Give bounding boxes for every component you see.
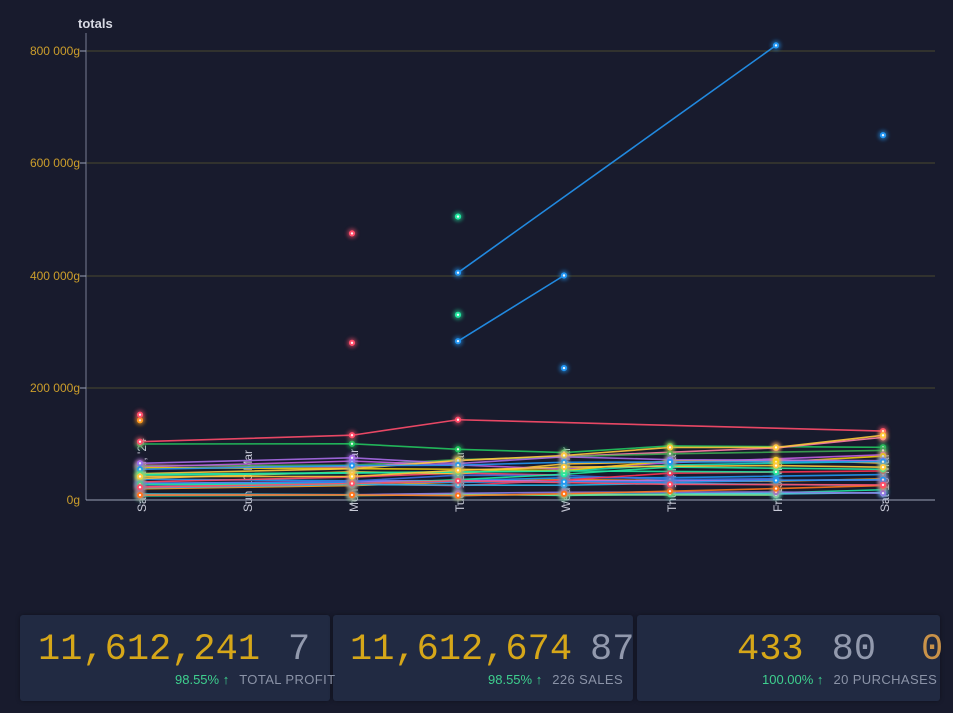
svg-text:600 000g: 600 000g [30, 156, 80, 170]
svg-text:400 000g: 400 000g [30, 269, 80, 283]
svg-text:Sun 10 Mar: Sun 10 Mar [241, 450, 255, 512]
svg-text:0g: 0g [67, 493, 80, 507]
svg-text:200 000g: 200 000g [30, 381, 80, 395]
svg-text:800 000g: 800 000g [30, 44, 80, 58]
